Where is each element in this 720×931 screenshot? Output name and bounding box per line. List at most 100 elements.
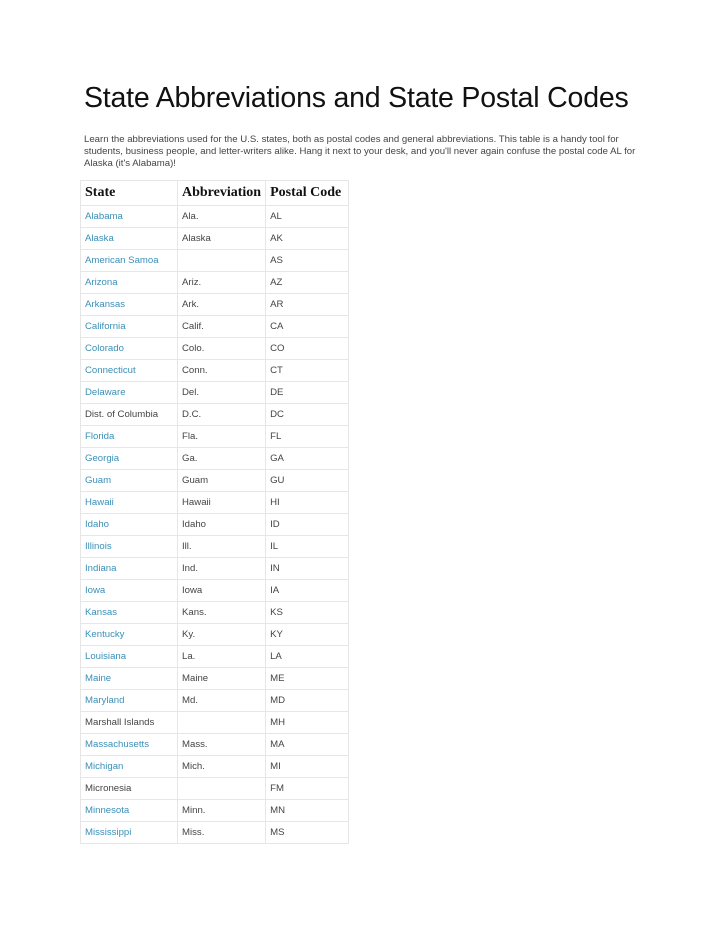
state-link[interactable]: Alabama bbox=[85, 211, 123, 222]
table-row: Minnesota Minn. MN bbox=[80, 799, 350, 822]
postal-code-cell: FL bbox=[265, 425, 350, 448]
postal-code-cell: CT bbox=[265, 359, 350, 382]
state-link[interactable]: Minnesota bbox=[85, 805, 130, 816]
state-link[interactable]: Colorado bbox=[85, 343, 124, 354]
state-link[interactable]: California bbox=[85, 321, 126, 332]
state-cell: Alaska bbox=[80, 227, 178, 250]
header-postal-code: Postal Code bbox=[265, 180, 350, 206]
postal-code-cell: KS bbox=[265, 601, 350, 624]
state-link[interactable]: Hawaii bbox=[85, 497, 114, 508]
state-cell: American Samoa bbox=[80, 249, 178, 272]
state-cell: Mississippi bbox=[80, 821, 178, 844]
table-row: Maryland Md. MD bbox=[80, 689, 350, 712]
abbreviation-cell: D.C. bbox=[176, 403, 267, 426]
state-link[interactable]: Illinois bbox=[85, 541, 112, 552]
state-link[interactable]: Louisiana bbox=[85, 651, 127, 662]
state-cell: Dist. of Columbia bbox=[80, 403, 178, 426]
state-cell: Connecticut bbox=[80, 359, 178, 382]
postal-code-cell: CO bbox=[265, 337, 350, 360]
postal-code-cell: AL bbox=[265, 205, 350, 228]
abbreviation-cell: Fla. bbox=[176, 425, 267, 448]
state-cell: Alabama bbox=[80, 205, 178, 228]
state-link[interactable]: Michigan bbox=[85, 761, 124, 772]
header-state: State bbox=[80, 180, 178, 206]
abbreviation-cell: Iowa bbox=[176, 579, 267, 602]
abbreviation-cell: Conn. bbox=[176, 359, 267, 382]
postal-code-cell: LA bbox=[265, 645, 350, 668]
abbreviation-cell: Miss. bbox=[176, 821, 267, 844]
state-link[interactable]: Alaska bbox=[85, 233, 114, 244]
postal-code-cell: AR bbox=[265, 293, 350, 316]
table-row: Idaho Idaho ID bbox=[80, 513, 350, 536]
postal-code-cell: IL bbox=[265, 535, 350, 558]
abbreviation-cell: Ind. bbox=[176, 557, 267, 580]
abbreviation-cell: Md. bbox=[176, 689, 267, 712]
table-row: Iowa Iowa IA bbox=[80, 579, 350, 602]
postal-code-cell: CA bbox=[265, 315, 350, 338]
table-row: Hawaii Hawaii HI bbox=[80, 491, 350, 514]
state-link[interactable]: Mississippi bbox=[85, 827, 132, 838]
state-link[interactable]: Arkansas bbox=[85, 299, 125, 310]
state-link[interactable]: Idaho bbox=[85, 519, 110, 530]
abbreviation-cell: Colo. bbox=[176, 337, 267, 360]
table-row: Georgia Ga. GA bbox=[80, 447, 350, 470]
page-title: State Abbreviations and State Postal Cod… bbox=[84, 82, 629, 114]
state-link[interactable]: Kansas bbox=[85, 607, 117, 618]
abbreviation-cell: Ark. bbox=[176, 293, 267, 316]
state-cell: Indiana bbox=[80, 557, 178, 580]
table-row: Arkansas Ark. AR bbox=[80, 293, 350, 316]
state-link[interactable]: Maryland bbox=[85, 695, 125, 706]
state-link[interactable]: Indiana bbox=[85, 563, 117, 574]
postal-code-cell: MH bbox=[265, 711, 350, 734]
state-cell: Michigan bbox=[80, 755, 178, 778]
postal-code-cell: ME bbox=[265, 667, 350, 690]
table-row: Connecticut Conn. CT bbox=[80, 359, 350, 382]
state-cell: California bbox=[80, 315, 178, 338]
table-row: Florida Fla. FL bbox=[80, 425, 350, 448]
state-cell: Micronesia bbox=[80, 777, 178, 800]
table-row: Mississippi Miss. MS bbox=[80, 821, 350, 844]
state-cell: Arizona bbox=[80, 271, 178, 294]
postal-code-cell: MI bbox=[265, 755, 350, 778]
state-name: Marshall Islands bbox=[85, 717, 155, 728]
state-cell: Kentucky bbox=[80, 623, 178, 646]
abbreviation-cell: Alaska bbox=[176, 227, 267, 250]
header-abbreviation: Abbreviation bbox=[176, 180, 267, 206]
abbreviation-cell bbox=[176, 711, 267, 734]
abbreviation-cell: Ill. bbox=[176, 535, 267, 558]
intro-paragraph: Learn the abbreviations used for the U.S… bbox=[84, 134, 636, 169]
state-cell: Maine bbox=[80, 667, 178, 690]
state-link[interactable]: Guam bbox=[85, 475, 112, 486]
table-row: Michigan Mich. MI bbox=[80, 755, 350, 778]
state-cell: Delaware bbox=[80, 381, 178, 404]
postal-code-cell: AS bbox=[265, 249, 350, 272]
state-link[interactable]: Maine bbox=[85, 673, 112, 684]
state-link[interactable]: Connecticut bbox=[85, 365, 136, 376]
abbreviation-cell: Del. bbox=[176, 381, 267, 404]
postal-code-cell: ID bbox=[265, 513, 350, 536]
table-row: Louisiana La. LA bbox=[80, 645, 350, 668]
state-cell: Hawaii bbox=[80, 491, 178, 514]
table-row: Marshall Islands MH bbox=[80, 711, 350, 734]
state-link[interactable]: Kentucky bbox=[85, 629, 125, 640]
state-link[interactable]: Iowa bbox=[85, 585, 106, 596]
state-cell: Marshall Islands bbox=[80, 711, 178, 734]
abbreviation-cell: Ariz. bbox=[176, 271, 267, 294]
state-link[interactable]: Florida bbox=[85, 431, 115, 442]
postal-code-cell: DE bbox=[265, 381, 350, 404]
postal-code-cell: KY bbox=[265, 623, 350, 646]
state-link[interactable]: Delaware bbox=[85, 387, 126, 398]
postal-code-cell: MS bbox=[265, 821, 350, 844]
abbreviation-cell: Mich. bbox=[176, 755, 267, 778]
postal-code-cell: IA bbox=[265, 579, 350, 602]
table-row: Kansas Kans. KS bbox=[80, 601, 350, 624]
state-link[interactable]: American Samoa bbox=[85, 255, 159, 266]
state-cell: Colorado bbox=[80, 337, 178, 360]
postal-code-cell: MA bbox=[265, 733, 350, 756]
table-row: Indiana Ind. IN bbox=[80, 557, 350, 580]
table-row: Alaska Alaska AK bbox=[80, 227, 350, 250]
state-cell: Idaho bbox=[80, 513, 178, 536]
state-link[interactable]: Massachusetts bbox=[85, 739, 149, 750]
state-link[interactable]: Arizona bbox=[85, 277, 118, 288]
state-link[interactable]: Georgia bbox=[85, 453, 120, 464]
